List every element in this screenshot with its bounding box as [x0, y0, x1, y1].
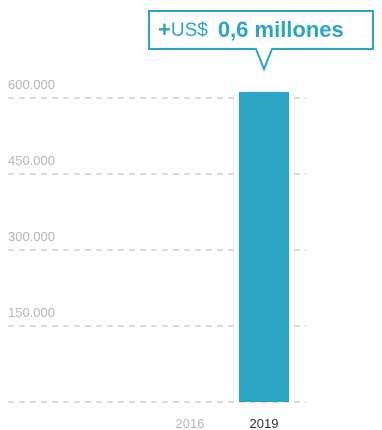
y-tick-label: 150.000 — [8, 305, 55, 320]
y-axis-ticks: 150.000 300.000 450.000 600.000 — [8, 77, 55, 320]
y-tick-label: 600.000 — [8, 77, 55, 92]
gridlines — [8, 97, 306, 403]
x-category-label: 2016 — [176, 416, 205, 430]
value-callout: +US$ 0,6 millones — [148, 10, 374, 72]
callout-plus: + — [158, 17, 171, 42]
callout-box — [148, 10, 374, 72]
callout-value: 0,6 millones — [218, 17, 344, 42]
y-tick-label: 450.000 — [8, 153, 55, 168]
bars — [239, 91, 289, 403]
callout-text: +US$ 0,6 millones — [158, 17, 344, 42]
callout-currency: US$ — [171, 20, 208, 41]
x-category-label: 2019 — [250, 416, 279, 430]
y-tick-label: 300.000 — [8, 229, 55, 244]
x-axis-categories: 2016 2019 — [176, 416, 279, 430]
bar-2019 — [239, 91, 289, 403]
